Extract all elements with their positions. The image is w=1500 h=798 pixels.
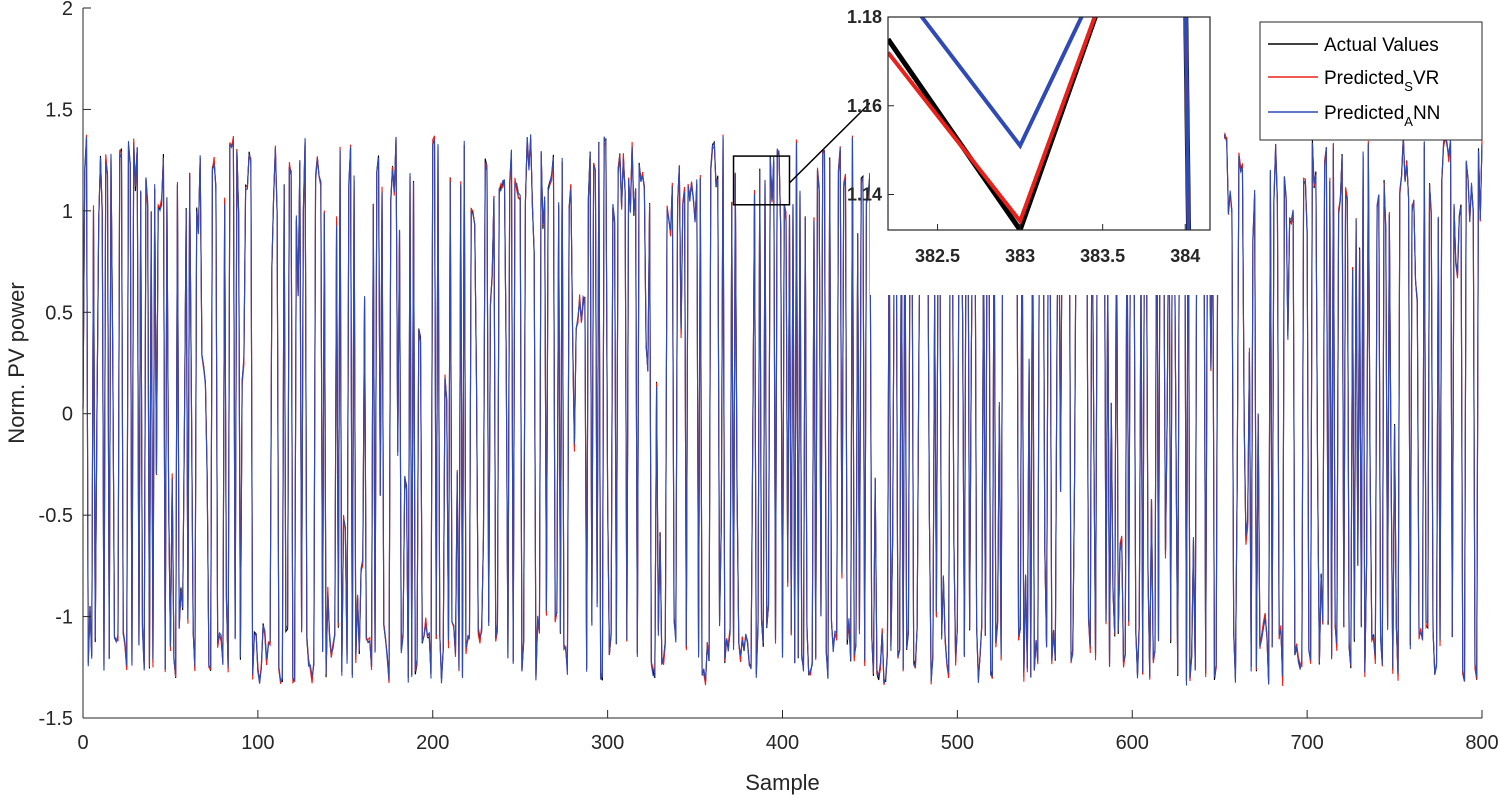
y-tick-label: 1.5	[45, 99, 73, 121]
legend-label-ann: PredictedANN	[1324, 103, 1440, 129]
series-line-ann	[82, 131, 1483, 686]
inset-y-tick-label: 1.14	[847, 185, 882, 205]
y-tick-label: -0.5	[39, 505, 73, 527]
main-series-group	[82, 131, 1483, 686]
x-axis-label: Sample	[745, 770, 820, 795]
x-tick-label: 700	[1290, 732, 1323, 754]
legend-label-svr: PredictedSVR	[1324, 68, 1439, 94]
legend: Actual Values PredictedSVR PredictedANN	[1259, 21, 1483, 141]
inset-frame	[887, 16, 1211, 231]
x-tick-label: 0	[77, 732, 88, 754]
inset-y-tick-label: 1.18	[847, 7, 882, 27]
main-axes: 0 100 200 300 400 500 600 700 800 -1.5 -1 -0.5 0 0.5 1…	[39, 0, 1499, 754]
x-tick-label: 500	[941, 732, 974, 754]
zoom-box	[732, 155, 791, 206]
zoom-marker	[732, 102, 871, 206]
x-tick-label: 100	[241, 732, 274, 754]
inset-x-tick-label: 383	[1005, 246, 1035, 266]
x-tick-label: 200	[416, 732, 449, 754]
y-tick-label: -1.5	[39, 708, 73, 730]
inset-line-ann	[919, 17, 1191, 230]
zoom-connector	[788, 102, 871, 184]
legend-label-actual: Actual Values	[1324, 35, 1439, 56]
y-tick-label: 2	[62, 0, 73, 20]
y-tick-label: -1	[55, 607, 73, 629]
x-tick-label: 800	[1465, 732, 1498, 754]
legend-box	[1259, 21, 1483, 141]
y-tick-label: 1	[62, 201, 73, 223]
x-tick-label: 300	[591, 732, 624, 754]
y-tick-label: 0	[62, 404, 73, 426]
inset-y-tick-label: 1.16	[847, 96, 882, 116]
inset-series-group	[888, 17, 1192, 230]
inset-x-tick-label: 383.5	[1080, 246, 1125, 266]
y-tick-label: 0.5	[45, 302, 73, 324]
x-tick-label: 600	[1116, 732, 1149, 754]
main-plot: 0 100 200 300 400 500 600 700 800 -1.5 -1 -0.5 0 0.5 1…	[39, 0, 1499, 754]
inset-x-tick-label: 384	[1170, 246, 1200, 266]
y-axis-label: Norm. PV power	[4, 282, 29, 443]
inset-x-tick-label: 382.5	[915, 246, 960, 266]
inset-plot: 382.5 383 383.5 384 1.14 1.16 1.18	[847, 0, 1224, 295]
x-tick-label: 400	[766, 732, 799, 754]
